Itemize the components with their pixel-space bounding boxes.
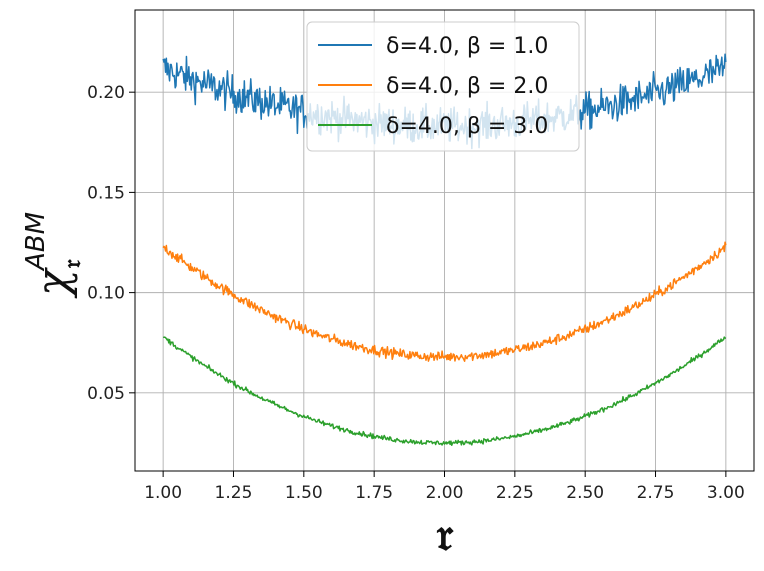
y-axis-label-superscript: ABM (21, 212, 51, 272)
x-tick-label: 2.50 (566, 483, 604, 503)
legend-label-beta-2: ẟ=4.0, β = 2.0 (386, 74, 548, 99)
x-tick-label: 2.25 (496, 483, 534, 503)
x-tick-label: 2.00 (426, 483, 464, 503)
y-tick-label: 0.15 (87, 183, 125, 203)
x-axis-ticks: 1.00 1.25 1.50 1.75 2.00 2.25 2.50 2.75 3.00 (144, 471, 745, 503)
x-tick-label: 3.00 (707, 483, 745, 503)
series-line-beta-3 (163, 336, 727, 447)
x-tick-label: 2.75 (637, 483, 675, 503)
y-axis-label-subscript: 𝔯 (57, 259, 86, 269)
x-tick-label: 1.25 (215, 483, 253, 503)
legend: ẟ=4.0, β = 1.0 ẟ=4.0, β = 2.0 ẟ=4.0, β =… (306, 21, 580, 152)
x-tick-label: 1.00 (144, 483, 182, 503)
y-axis-label: χ ABM 𝔯 (21, 212, 86, 299)
y-tick-label: 0.20 (87, 83, 125, 103)
y-axis-ticks: 0.05 0.10 0.15 0.20 (87, 83, 135, 404)
legend-box (306, 21, 580, 152)
x-axis-label: 𝔯 (437, 507, 454, 561)
y-tick-label: 0.10 (87, 284, 125, 304)
legend-label-beta-1: ẟ=4.0, β = 1.0 (386, 34, 548, 59)
y-axis-label-symbol: χ (28, 267, 79, 299)
legend-label-beta-3: ẟ=4.0, β = 3.0 (386, 114, 548, 139)
y-tick-label: 0.05 (87, 384, 125, 404)
x-tick-label: 1.75 (355, 483, 393, 503)
x-tick-label: 1.50 (285, 483, 323, 503)
series-line-beta-2 (162, 241, 727, 362)
